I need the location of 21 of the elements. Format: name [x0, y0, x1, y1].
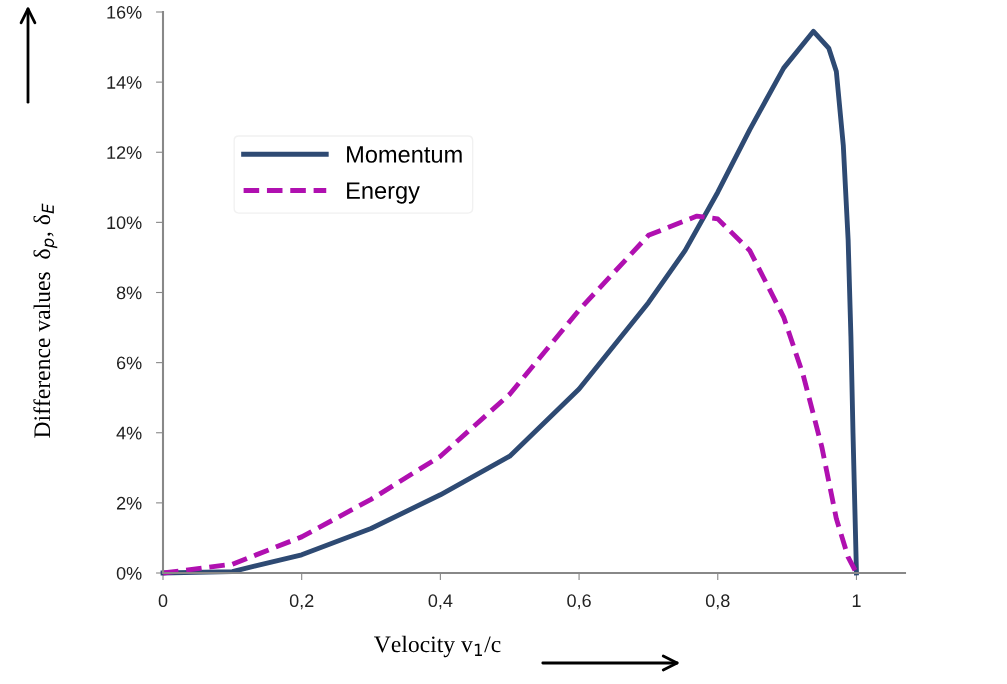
x-tick-label: 1: [852, 594, 861, 607]
legend-label: Energy: [347, 182, 420, 204]
x-tick-label: 0,8: [705, 594, 730, 610]
x-tick-label: 0: [158, 594, 168, 608]
y-tick-label: 12%: [107, 146, 142, 159]
legend-label: Momentum: [347, 146, 462, 163]
y-tick-label: 2%: [116, 496, 142, 510]
y-tick-label: 6%: [116, 356, 142, 370]
y-tick-label: 10%: [107, 216, 142, 230]
y-tick-label: 16%: [107, 5, 142, 19]
y-tick-label: 4%: [116, 426, 142, 440]
line-series: [160, 213, 859, 576]
x-tick-label: 0,6: [567, 594, 591, 610]
x-tick-label: 0,4: [428, 594, 453, 610]
y-tick-label: 8%: [116, 286, 142, 300]
x-tick-label: 0,2: [289, 594, 314, 610]
y-axis-title: Difference values δ$_{p}$, δ$_{E}$: [33, 203, 58, 438]
y-tick-label: 0%: [116, 566, 142, 580]
x-axis-title: Velocity v$_{1}$/c: [374, 635, 501, 658]
y-tick-label: 14%: [107, 76, 142, 89]
line-series: [160, 28, 859, 576]
